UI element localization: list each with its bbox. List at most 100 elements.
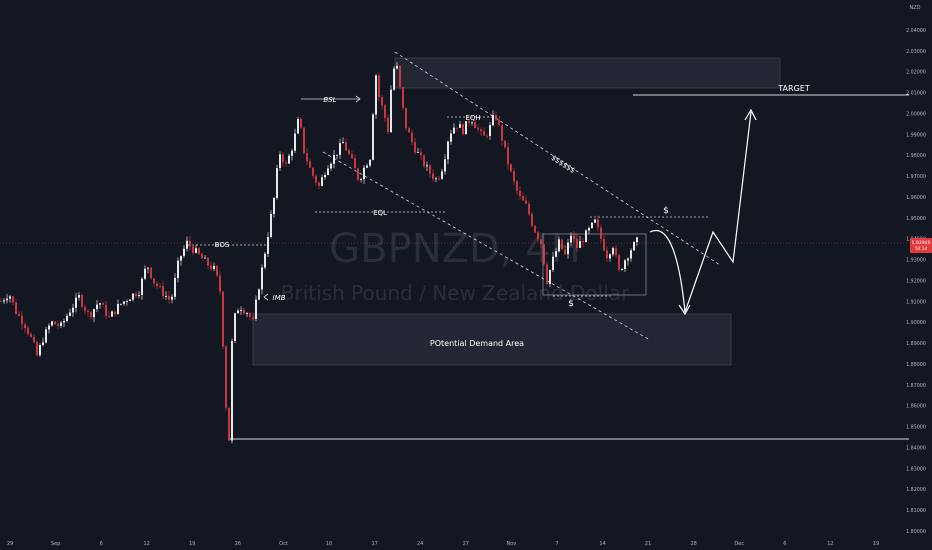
y-tick-label: 2.01000 xyxy=(906,91,926,97)
y-tick-label: 1.90000 xyxy=(906,320,926,326)
watermark-instrument: British Pound / New Zealand Dollar xyxy=(281,281,630,305)
candle-up xyxy=(594,219,596,223)
candle-up xyxy=(261,267,263,290)
candle-up xyxy=(42,342,44,345)
candle-down xyxy=(618,255,620,270)
candle-up xyxy=(93,309,95,318)
x-tick-label: 17 xyxy=(371,541,377,547)
candle-up xyxy=(123,301,125,304)
candle-down xyxy=(513,171,515,182)
candle-down xyxy=(462,124,464,135)
last-price-tag xyxy=(910,238,932,253)
candle-down xyxy=(522,196,524,201)
candle-up xyxy=(69,312,71,316)
candle-down xyxy=(114,311,116,314)
candle-up xyxy=(234,313,236,342)
candle-up xyxy=(426,165,428,167)
candle-down xyxy=(21,315,23,325)
candle-down xyxy=(216,265,218,276)
candle-up xyxy=(417,152,419,153)
candle-down xyxy=(192,246,194,253)
candle-up xyxy=(630,250,632,259)
candle-down xyxy=(405,107,407,129)
candle-down xyxy=(312,167,314,176)
target-label: TARGET xyxy=(777,84,810,93)
x-tick-label: 7 xyxy=(555,541,558,547)
candle-down xyxy=(603,238,605,251)
candle-down xyxy=(498,119,500,125)
candle-up xyxy=(279,154,281,169)
candle-down xyxy=(12,296,14,303)
time-axis[interactable]: 29 Sep 6 12 19 26 Oct 10 17 24 27 Nov 7 14 21 28 Dec 6 12 1… xyxy=(7,541,879,547)
candle-up xyxy=(579,241,581,248)
y-tick-label: 2.02000 xyxy=(906,70,926,76)
candle-down xyxy=(309,161,311,168)
candle-up xyxy=(375,75,377,115)
candle-down xyxy=(561,239,563,250)
candle-down xyxy=(0,301,2,303)
candle-up xyxy=(72,307,74,313)
candle-up xyxy=(177,260,179,279)
candle-down xyxy=(135,293,137,297)
candle-down xyxy=(474,122,476,128)
candle-up xyxy=(240,310,242,311)
candle-down xyxy=(414,142,416,153)
candle-down xyxy=(411,132,413,143)
candle-up xyxy=(558,239,560,252)
candle-up xyxy=(492,115,494,126)
candle-up xyxy=(78,295,80,298)
candle-down xyxy=(57,324,59,326)
candle-down xyxy=(456,127,458,129)
candle-down xyxy=(285,162,287,164)
x-tick-label: 24 xyxy=(417,541,423,547)
candle-up xyxy=(120,303,122,305)
candle-up xyxy=(9,296,11,299)
y-tick-label: 2.03000 xyxy=(906,49,926,55)
candle-down xyxy=(162,286,164,297)
y-tick-label: 1.82000 xyxy=(906,487,926,493)
candle-down xyxy=(18,313,20,316)
projection-arrow-up xyxy=(744,108,757,121)
candle-up xyxy=(453,127,455,134)
y-tick-label: 1.91000 xyxy=(906,299,926,305)
candle-up xyxy=(3,300,5,302)
x-tick-label: 26 xyxy=(235,541,241,547)
candle-up xyxy=(258,289,260,300)
candle-down xyxy=(303,127,305,154)
candle-down xyxy=(159,286,161,287)
candle-up xyxy=(237,310,239,314)
candle-down xyxy=(318,182,320,186)
y-tick-label: 1.89000 xyxy=(906,341,926,347)
candle-up xyxy=(327,168,329,175)
candle-down xyxy=(300,119,302,128)
candle-down xyxy=(597,219,599,228)
candle-down xyxy=(402,87,404,108)
candle-down xyxy=(90,312,92,318)
candle-up xyxy=(333,155,335,164)
y-tick-label: 1.97000 xyxy=(906,174,926,180)
y-tick-label: 2.04000 xyxy=(906,28,926,34)
candle-up xyxy=(204,257,206,259)
candle-down xyxy=(201,253,203,259)
candle-down xyxy=(519,190,521,197)
candle-down xyxy=(207,257,209,266)
candle-up xyxy=(75,297,77,308)
candle-up xyxy=(570,235,572,243)
candle-down xyxy=(507,147,509,165)
demand-zone xyxy=(252,313,732,366)
candle-down xyxy=(24,324,26,329)
candle-up xyxy=(360,179,362,180)
candle-down xyxy=(198,248,200,254)
candle-down xyxy=(468,121,470,123)
candle-up xyxy=(435,178,437,180)
candle-up xyxy=(51,321,53,326)
candle-down xyxy=(432,173,434,179)
y-tick-label: 1.92000 xyxy=(906,278,926,284)
candle-down xyxy=(225,346,227,408)
candle-down xyxy=(384,105,386,118)
candle-down xyxy=(348,150,350,155)
candle-down xyxy=(33,336,35,343)
candle-up xyxy=(450,133,452,142)
candle-down xyxy=(36,342,38,356)
